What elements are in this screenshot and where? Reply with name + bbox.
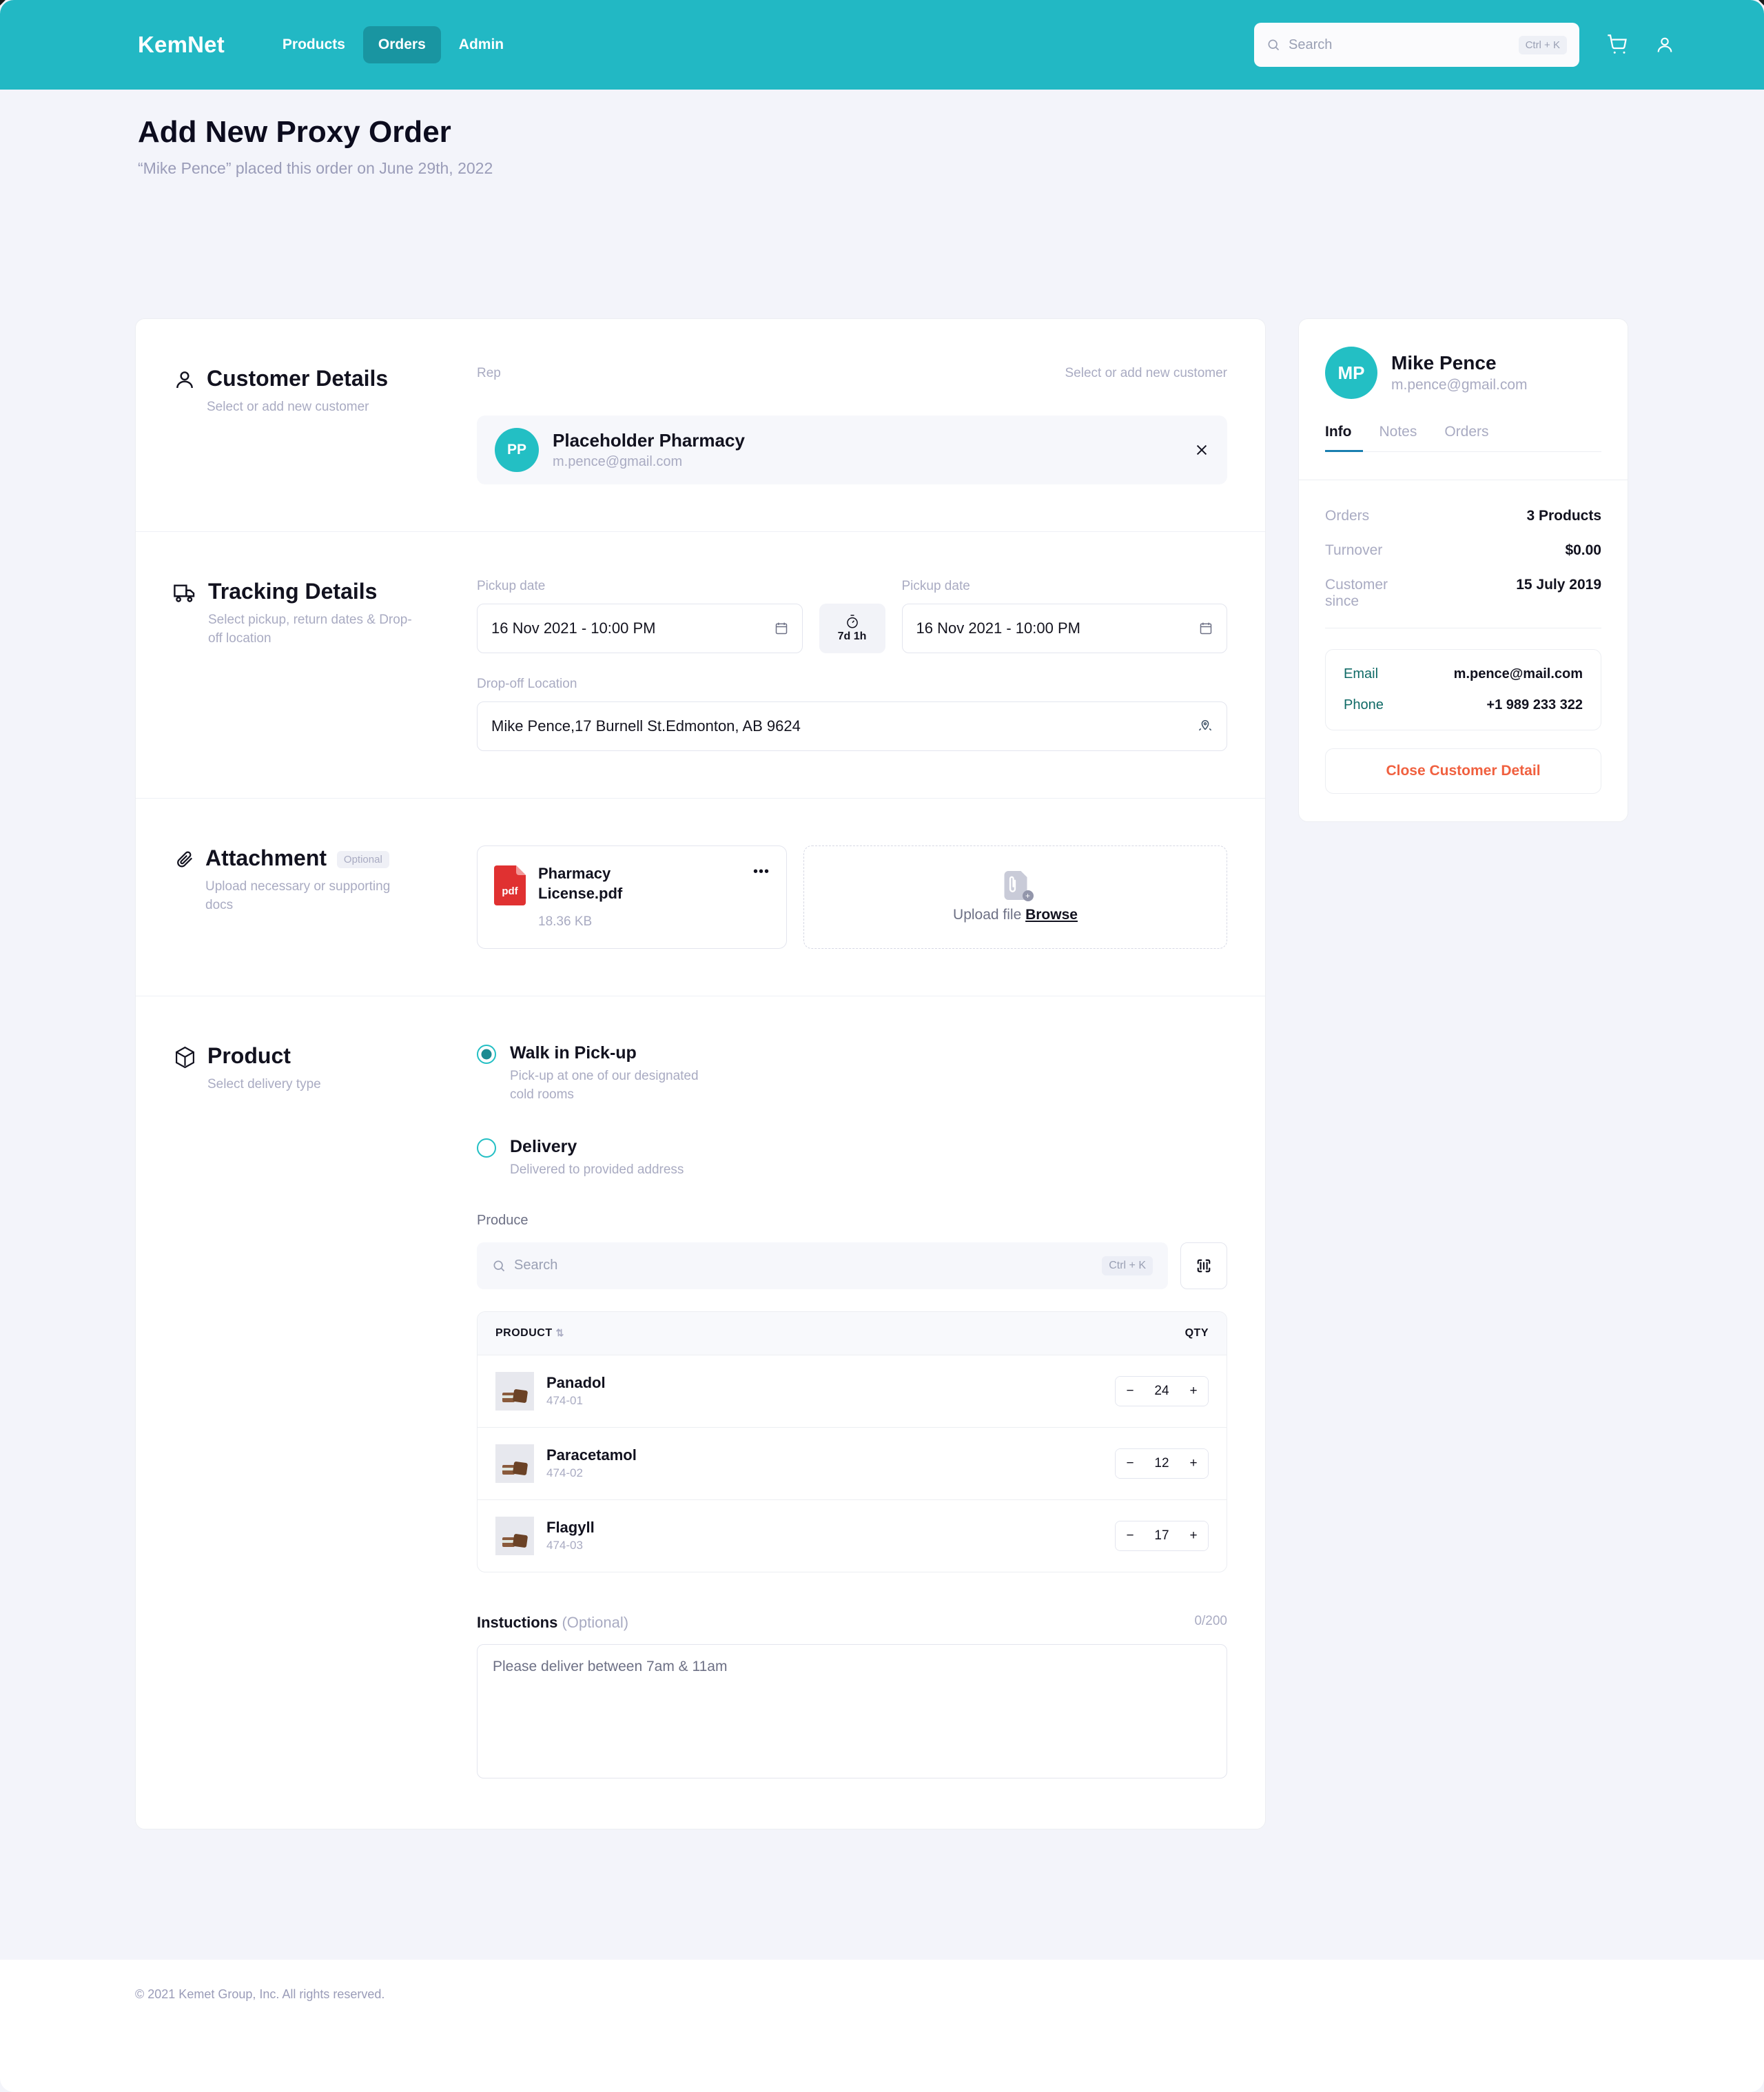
svg-text:pdf: pdf bbox=[502, 885, 518, 897]
